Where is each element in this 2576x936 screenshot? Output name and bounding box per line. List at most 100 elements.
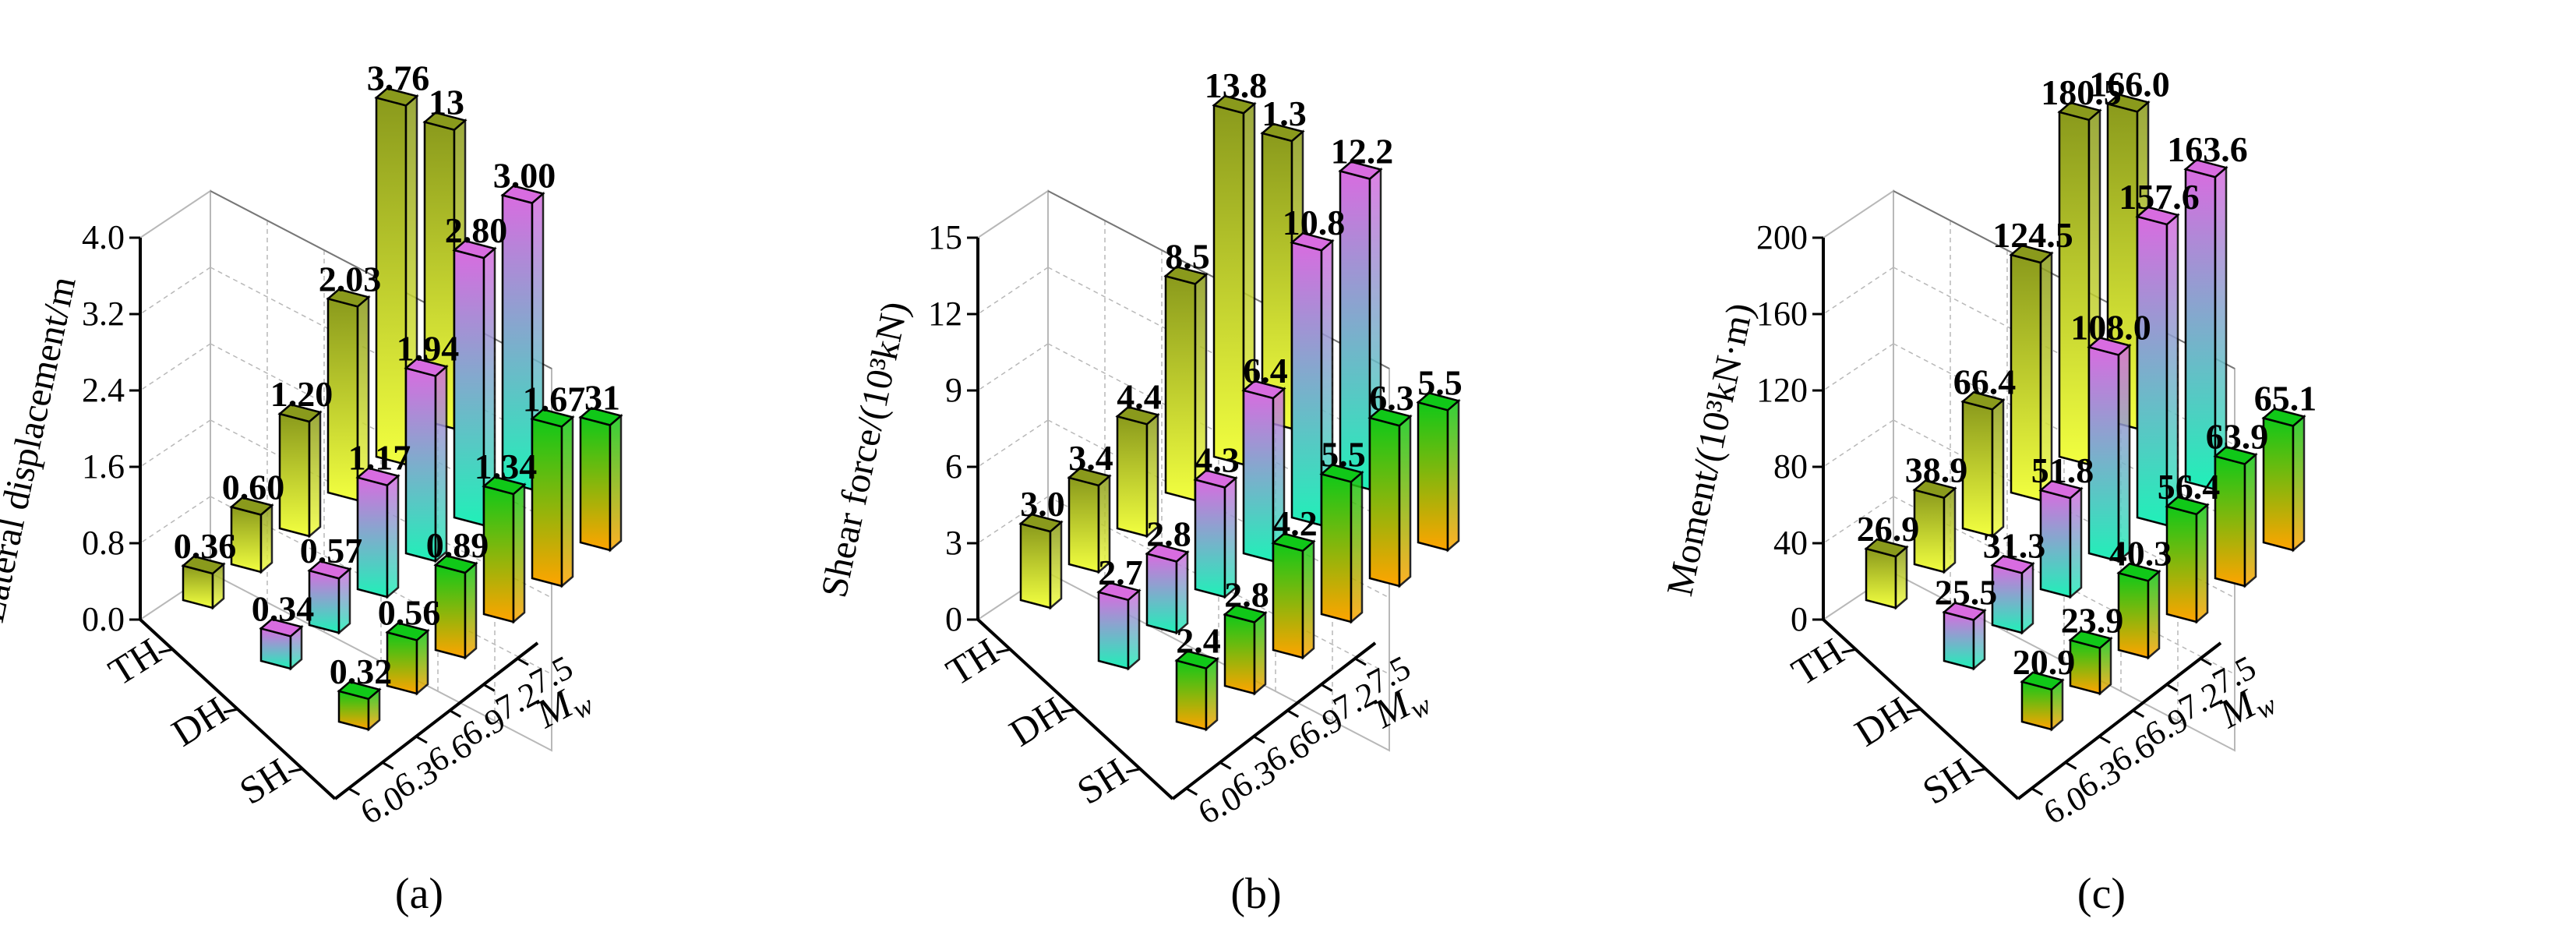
data-label: 63.9 <box>2206 416 2269 456</box>
grid-line <box>139 572 211 620</box>
bar-side <box>2020 561 2034 635</box>
bar-top <box>422 111 468 131</box>
bar-SH-0 <box>1174 650 1219 732</box>
bar-top <box>2183 158 2228 178</box>
bar-DH-4 <box>452 239 497 528</box>
bar-front <box>1175 659 1208 731</box>
panel-letter: (b) <box>1230 870 1281 918</box>
bar-DH-1 <box>1145 543 1190 635</box>
bar-front <box>1067 476 1100 574</box>
bar-top <box>1367 407 1413 427</box>
bar-top <box>2087 337 2132 356</box>
bar-front <box>1865 547 1897 609</box>
bar-top <box>2057 101 2102 122</box>
value-tick-label: 0 <box>945 600 962 638</box>
data-label: 4.2 <box>1272 503 1318 543</box>
mw-tick <box>1320 683 1333 692</box>
mw-tick <box>1286 709 1300 718</box>
bar-top <box>1319 463 1364 483</box>
bar-DH-3 <box>2087 337 2132 563</box>
mw-tick <box>381 761 394 770</box>
bar-side <box>1350 470 1364 624</box>
bar-front <box>1417 401 1449 552</box>
grid-line <box>977 267 1049 315</box>
bar-top <box>1115 405 1160 426</box>
bar-side <box>560 415 574 588</box>
value-tick-label: 0.8 <box>82 524 125 562</box>
bar-TH-1 <box>1067 467 1112 574</box>
bar-SH-0 <box>2020 671 2065 732</box>
bar-TH-2 <box>1960 390 2006 539</box>
bar-SH-3 <box>482 475 527 624</box>
series-tick <box>223 708 238 714</box>
value-tick-label: 0 <box>1791 600 1808 638</box>
grid-line <box>1823 190 1894 238</box>
grid-line <box>139 267 211 315</box>
series-tick-label: SH <box>1914 750 1980 813</box>
data-label: 2.4 <box>1176 621 1221 661</box>
bar-front <box>1194 478 1226 599</box>
data-label: 3.00 <box>493 156 556 196</box>
bar-side <box>1398 414 1412 588</box>
data-label: 0.36 <box>174 526 237 566</box>
data-label: 4.4 <box>1117 376 1162 416</box>
bar-front <box>1368 416 1401 588</box>
bar-side <box>1943 486 1957 574</box>
grid-line <box>977 572 1049 620</box>
bar-top <box>1338 161 1383 180</box>
bar-top <box>2009 244 2054 264</box>
data-label: 2.7 <box>1098 553 1143 592</box>
bar-top <box>1260 122 1305 143</box>
bar-TH-1 <box>1912 479 1957 574</box>
bar-top <box>1174 650 1219 669</box>
bar-front <box>1164 274 1197 502</box>
data-label: 8.5 <box>1165 236 1210 276</box>
value-axis: 0 40 80 120 160 200 Moment/(10³kN·m) <box>1659 218 1825 638</box>
bar-side <box>609 413 623 553</box>
bars <box>181 87 623 732</box>
bar-front <box>1290 241 1323 527</box>
data-label: 0.56 <box>378 592 441 632</box>
bar-side <box>1991 397 2005 539</box>
data-label: 0.34 <box>252 588 315 628</box>
series-tick <box>996 648 1011 654</box>
bar-top <box>181 555 226 575</box>
bar-SH-4 <box>2213 446 2258 588</box>
grid-line <box>139 496 211 544</box>
data-label: 166.0 <box>2089 64 2170 104</box>
bar-side <box>1205 656 1219 732</box>
bar-front <box>579 415 612 552</box>
bar-top <box>2105 93 2151 113</box>
data-label: 0.32 <box>330 652 393 691</box>
bar-DH-0 <box>1096 581 1142 671</box>
data-label: 157.6 <box>2119 177 2200 217</box>
bar-TH-2 <box>277 403 323 539</box>
bar-side <box>2292 414 2306 553</box>
data-label: 1.3 <box>1262 94 1307 133</box>
data-label: 6.4 <box>1243 351 1288 390</box>
mw-axis-line <box>1171 641 1377 800</box>
data-label: 0.57 <box>300 531 363 570</box>
grid-line <box>1823 496 1894 544</box>
data-label: 31 <box>584 378 620 418</box>
bar-side <box>1049 520 1063 610</box>
bar-DH-1 <box>1990 554 2035 635</box>
bar-top <box>1096 581 1142 602</box>
bar-top <box>1960 390 2006 411</box>
mw-tick <box>2064 761 2077 770</box>
bar-top <box>1271 532 1316 553</box>
bar-DH-2 <box>355 467 401 599</box>
bar-side <box>2147 569 2161 660</box>
value-tick-label: 160 <box>1756 295 1808 333</box>
data-label: 56.4 <box>2158 467 2221 507</box>
bar-top <box>2261 408 2306 427</box>
panel-letter: (c) <box>2077 870 2126 918</box>
panel-1: 0.0 0.8 1.6 2.4 3.2 4.0 Lateral displacement/m… <box>0 58 623 918</box>
grid-line <box>1823 343 1894 391</box>
bar-SH-1 <box>385 622 430 696</box>
data-label: 38.9 <box>1905 450 1968 490</box>
